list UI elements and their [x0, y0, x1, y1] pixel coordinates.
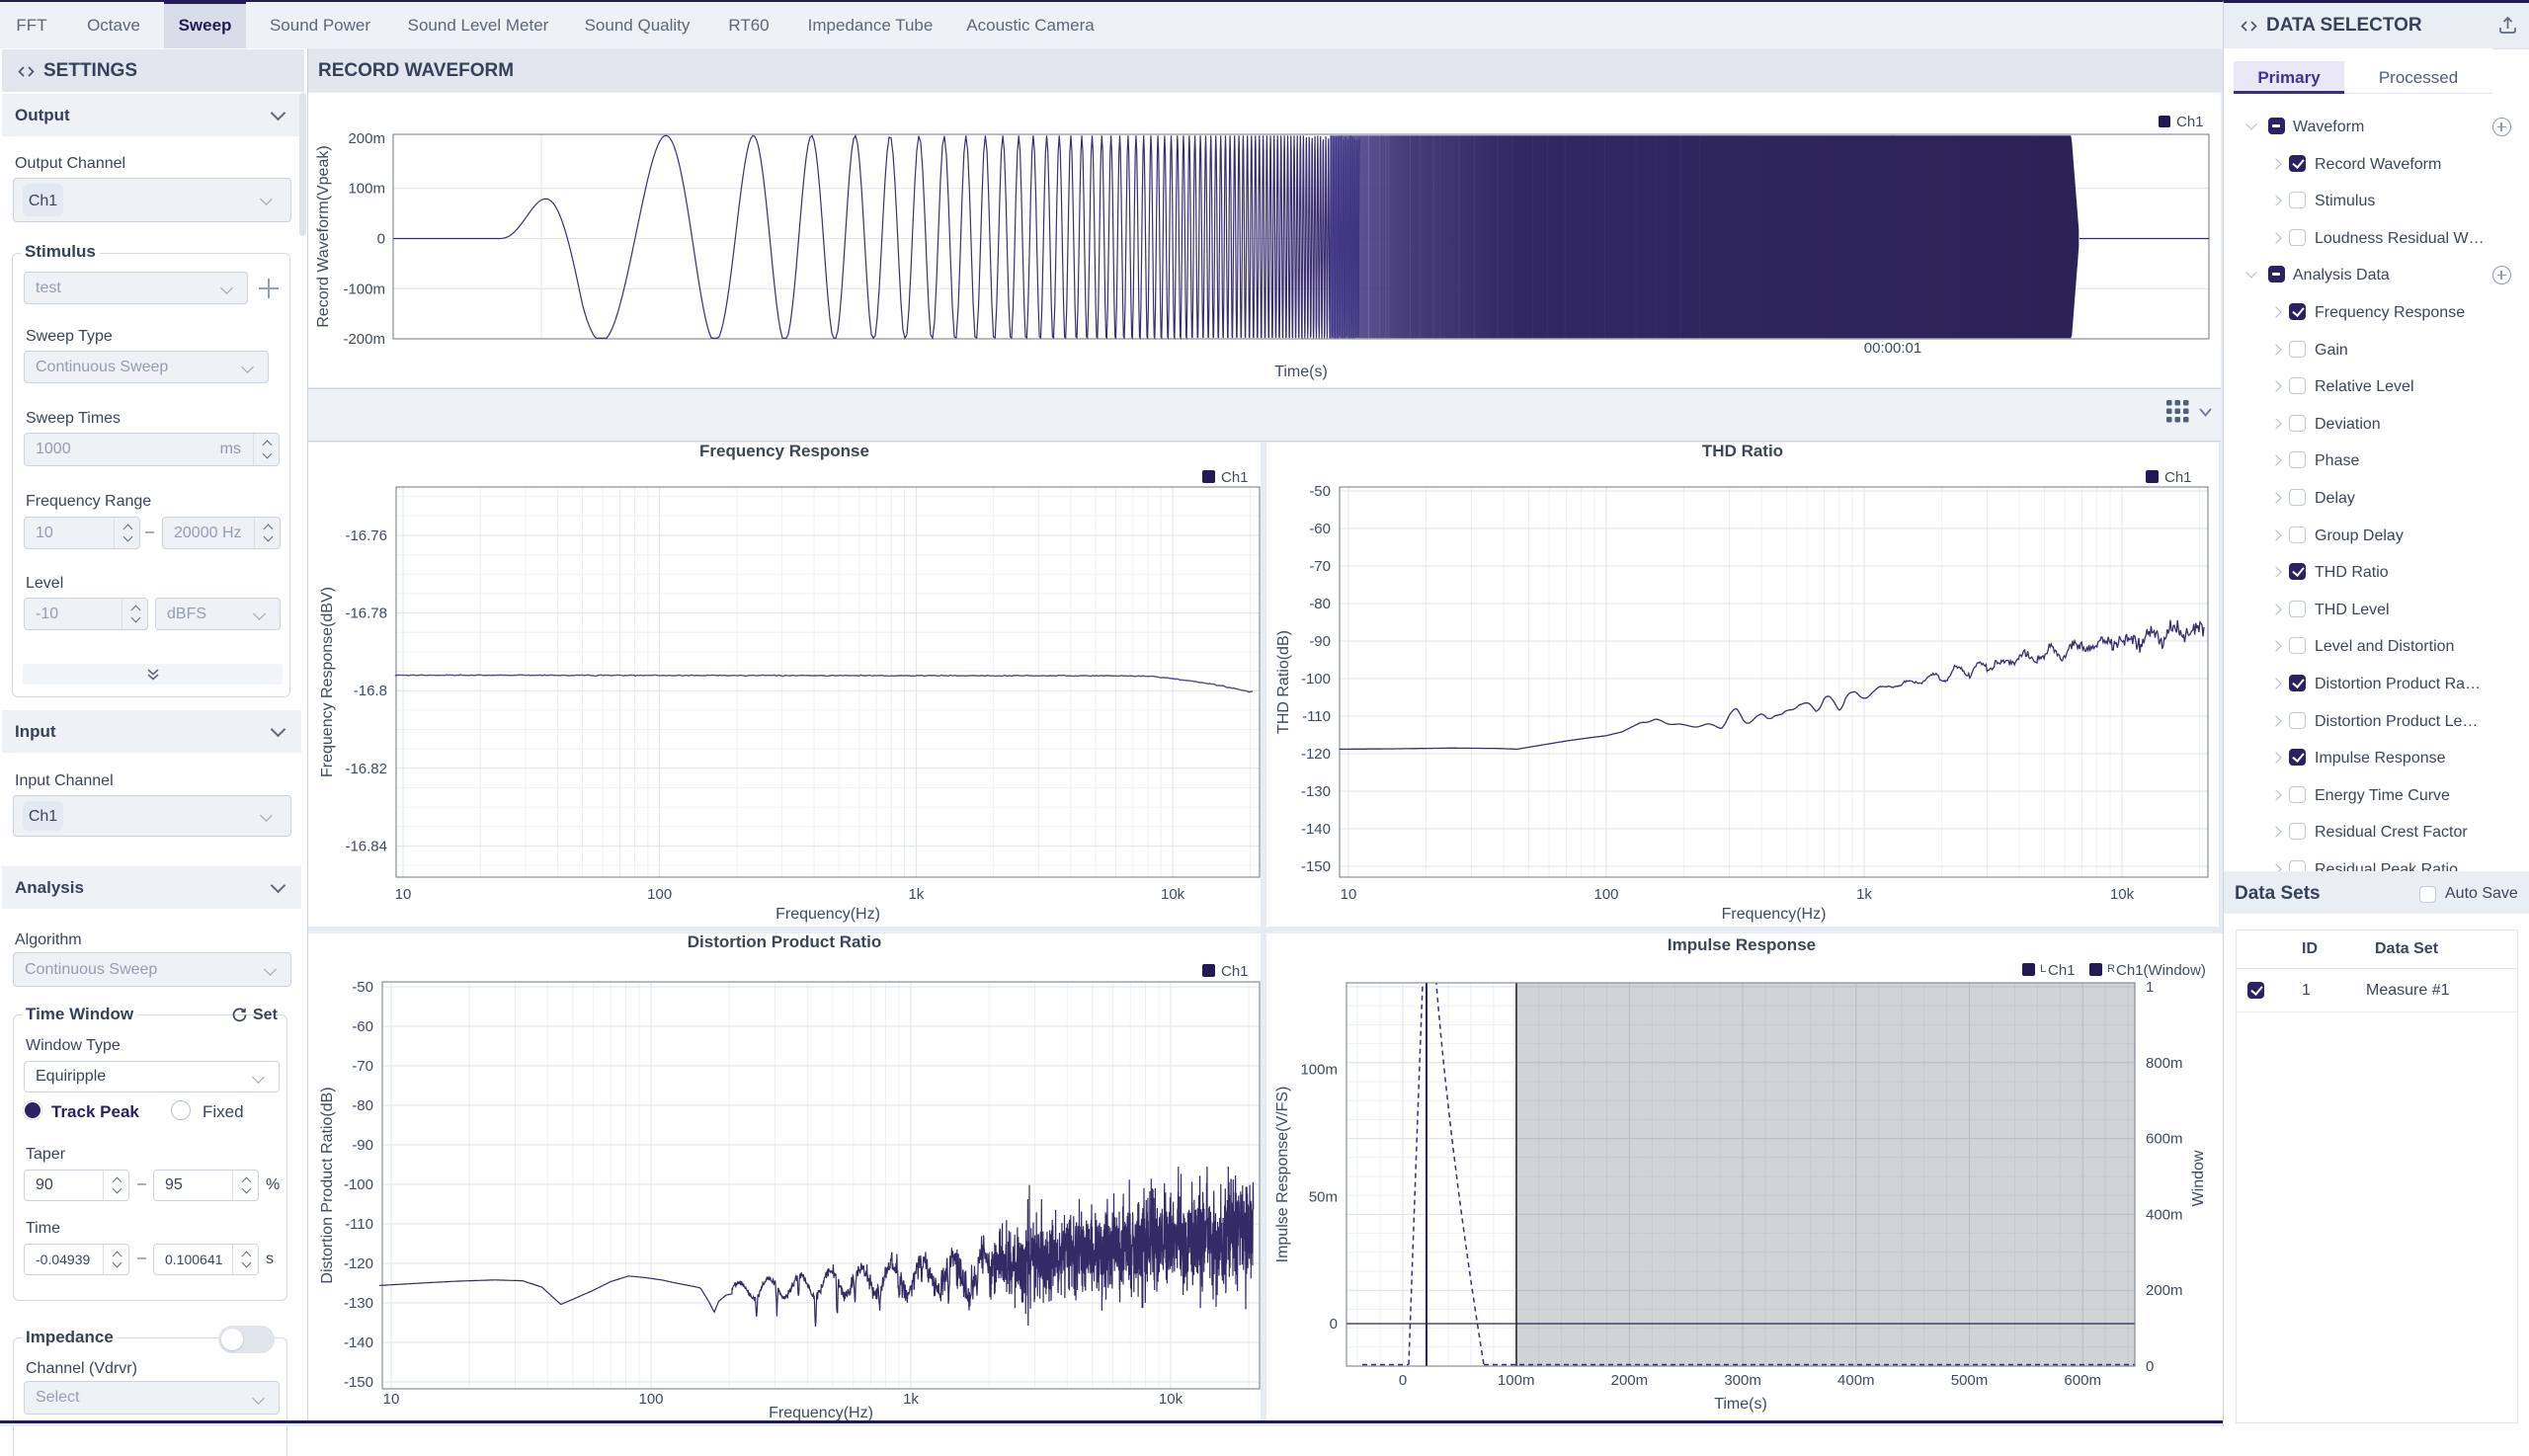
svg-text:Time(s): Time(s) [1274, 364, 1328, 380]
svg-text:500m: 500m [1951, 1372, 1989, 1389]
svg-text:Impulse Response(V/FS): Impulse Response(V/FS) [1274, 1087, 1291, 1263]
svg-text:-200m: -200m [343, 331, 385, 348]
svg-text:0: 0 [1399, 1372, 1407, 1389]
svg-text:0: 0 [377, 231, 385, 248]
svg-text:10k: 10k [1159, 1391, 1183, 1408]
svg-text:1k: 1k [908, 886, 924, 903]
svg-text:-50: -50 [1309, 483, 1331, 500]
svg-text:-140: -140 [344, 1335, 373, 1351]
svg-text:100: 100 [647, 886, 672, 903]
svg-text:-150: -150 [344, 1374, 373, 1391]
svg-text:Frequency(Hz): Frequency(Hz) [1722, 906, 1827, 923]
svg-text:300m: 300m [1724, 1372, 1761, 1389]
svg-text:200m: 200m [348, 130, 385, 147]
svg-text:THD Ratio(dB): THD Ratio(dB) [1275, 630, 1292, 734]
svg-text:Frequency(Hz): Frequency(Hz) [769, 1405, 873, 1420]
svg-text:0: 0 [2146, 1358, 2154, 1375]
svg-text:-100m: -100m [343, 281, 385, 297]
svg-text:Time(s): Time(s) [1714, 1396, 1767, 1413]
svg-text:Distortion Product Ratio(dB): Distortion Product Ratio(dB) [319, 1087, 336, 1283]
svg-text:10k: 10k [1161, 886, 1185, 903]
svg-text:-120: -120 [1301, 746, 1331, 763]
svg-text:-100: -100 [1301, 671, 1331, 688]
svg-text:-16.84: -16.84 [345, 838, 387, 854]
svg-text:Frequency Response: Frequency Response [699, 443, 869, 460]
svg-text:Distortion Product Ratio: Distortion Product Ratio [688, 933, 881, 951]
svg-text:-50: -50 [352, 979, 373, 996]
svg-text:00:00:01: 00:00:01 [1864, 340, 1921, 357]
svg-text:-130: -130 [1301, 783, 1331, 800]
svg-text:Ch1: Ch1 [1221, 963, 1249, 980]
svg-text:-16.76: -16.76 [345, 527, 387, 544]
svg-text:10k: 10k [2110, 886, 2135, 903]
svg-text:L: L [2040, 963, 2046, 975]
svg-text:200m: 200m [2146, 1282, 2183, 1299]
svg-text:-60: -60 [352, 1018, 373, 1035]
svg-text:400m: 400m [1837, 1372, 1875, 1389]
svg-text:400m: 400m [2146, 1206, 2183, 1223]
svg-text:-60: -60 [1309, 521, 1331, 537]
svg-text:1: 1 [2146, 979, 2154, 996]
svg-text:100m: 100m [348, 181, 385, 198]
svg-text:-70: -70 [1309, 558, 1331, 575]
svg-text:200m: 200m [1611, 1372, 1649, 1389]
svg-text:Ch1: Ch1 [2176, 114, 2204, 130]
svg-text:-110: -110 [345, 1216, 373, 1233]
svg-text:-130: -130 [344, 1295, 373, 1312]
svg-text:THD Ratio: THD Ratio [1702, 443, 1783, 460]
svg-text:-16.82: -16.82 [345, 761, 387, 777]
svg-text:1k: 1k [1856, 886, 1872, 903]
svg-text:50m: 50m [1309, 1188, 1338, 1205]
svg-text:-70: -70 [352, 1058, 373, 1075]
svg-text:-16.8: -16.8 [354, 683, 387, 699]
svg-text:Frequency Response(dBV): Frequency Response(dBV) [319, 587, 336, 777]
svg-text:600m: 600m [2064, 1372, 2101, 1389]
svg-text:Record Waveform(Vpeak): Record Waveform(Vpeak) [315, 145, 332, 327]
svg-text:Frequency(Hz): Frequency(Hz) [775, 906, 880, 923]
svg-text:600m: 600m [2146, 1131, 2183, 1148]
svg-text:Ch1: Ch1 [2164, 469, 2192, 486]
svg-text:-80: -80 [352, 1097, 373, 1114]
svg-text:0: 0 [1330, 1316, 1338, 1333]
svg-text:100: 100 [638, 1391, 663, 1408]
svg-text:-110: -110 [1302, 708, 1331, 725]
svg-text:-140: -140 [1301, 821, 1331, 838]
svg-text:1k: 1k [903, 1391, 919, 1408]
svg-text:-100: -100 [344, 1176, 373, 1193]
svg-text:-90: -90 [352, 1137, 373, 1154]
svg-text:-90: -90 [1309, 633, 1331, 650]
svg-text:-120: -120 [344, 1255, 373, 1272]
svg-text:Ch1: Ch1 [2048, 962, 2076, 979]
svg-text:Ch1(Window): Ch1(Window) [2116, 962, 2206, 979]
svg-text:10: 10 [1341, 886, 1357, 903]
svg-text:100m: 100m [1300, 1062, 1338, 1079]
svg-text:10: 10 [395, 886, 412, 903]
svg-text:-80: -80 [1309, 596, 1331, 612]
svg-text:100: 100 [1593, 886, 1618, 903]
svg-text:10: 10 [383, 1391, 400, 1408]
svg-text:Ch1: Ch1 [1221, 469, 1249, 486]
svg-text:R: R [2107, 963, 2115, 975]
svg-text:-16.78: -16.78 [345, 606, 387, 622]
svg-text:Impulse Response: Impulse Response [1668, 935, 1816, 954]
svg-text:800m: 800m [2146, 1055, 2183, 1072]
svg-text:Window: Window [2190, 1150, 2207, 1206]
svg-text:100m: 100m [1498, 1372, 1535, 1389]
svg-text:-150: -150 [1301, 858, 1331, 875]
